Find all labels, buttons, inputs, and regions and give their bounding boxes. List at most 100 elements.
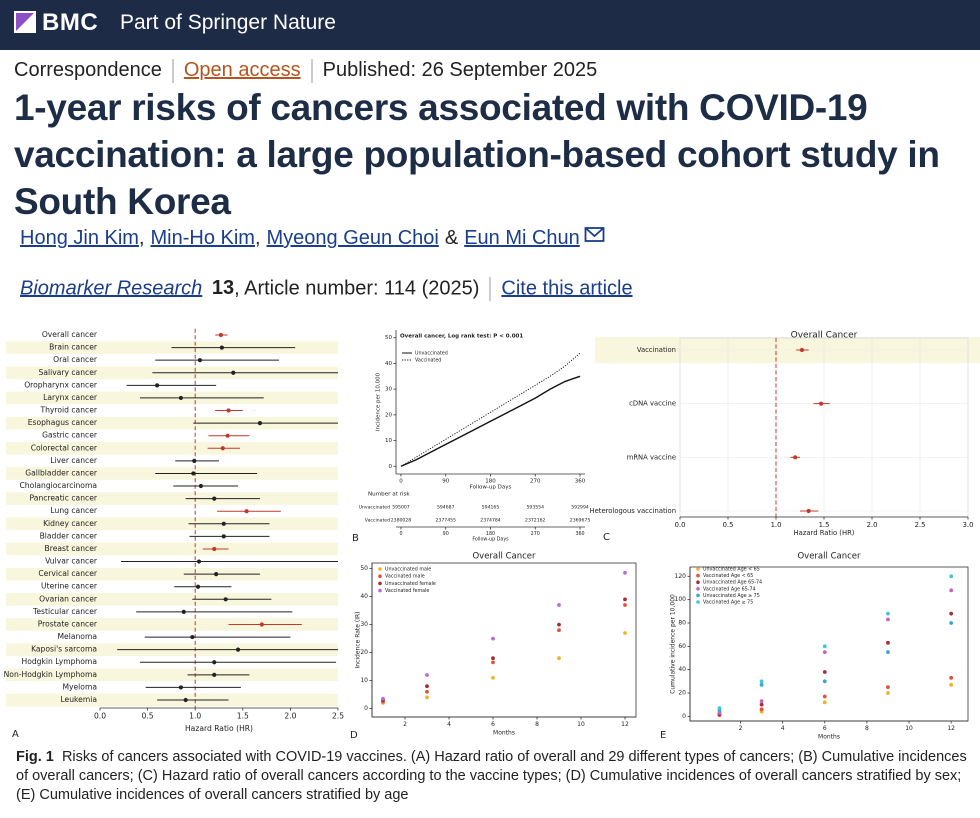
legend-marker: [696, 600, 700, 604]
x-tick-label: 10: [577, 721, 585, 728]
author-link[interactable]: Hong Jin Kim: [20, 227, 139, 249]
legend-label: Unvaccinated Age 65-74: [703, 580, 762, 586]
legend-label: Vaccinated male: [385, 574, 425, 580]
legend-label: Unvaccinated female: [385, 581, 436, 587]
legend-marker: [696, 587, 700, 591]
journal-link[interactable]: Biomarker Research: [20, 277, 203, 300]
x-tick-label: 0.0: [675, 521, 686, 529]
legend-marker: [378, 574, 382, 578]
category-label: Heterologous vaccination: [589, 507, 676, 515]
author-link[interactable]: Eun Mi Chun: [464, 227, 580, 249]
data-point: [822, 670, 827, 674]
hazard-ratio-point: [259, 622, 264, 627]
data-point: [759, 699, 764, 704]
data-point: [557, 622, 561, 627]
row-band: [6, 567, 338, 581]
x-axis-label: Months: [493, 730, 515, 737]
row-band: [6, 416, 338, 430]
hazard-ratio-point: [806, 508, 811, 514]
volume: 13: [211, 277, 235, 300]
y-tick-label: 20: [360, 649, 368, 656]
category-label: Thyroid cancer: [39, 406, 97, 415]
risk-table-cell: 2380028: [391, 518, 412, 524]
risk-table-cell: 593554: [526, 505, 544, 511]
y-tick-label: 30: [385, 387, 392, 393]
hazard-ratio-point: [190, 634, 195, 640]
hazard-ratio-point: [196, 559, 202, 564]
chart-title: Overall Cancer: [797, 552, 861, 562]
category-label: Lung cancer: [50, 506, 97, 515]
hazard-ratio-point: [212, 660, 217, 665]
x-tick-label: 4: [447, 721, 451, 728]
x-tick-label: 0.0: [94, 712, 106, 721]
email-icon[interactable]: [584, 226, 606, 244]
chart-title: Overall cancer, Log rank test: P < 0.001: [400, 334, 523, 340]
caption-text: Risks of cancers associated with COVID-1…: [16, 749, 967, 803]
category-label: Vulvar cancer: [45, 557, 98, 566]
category-label: Cholangiocarcinoma: [20, 481, 98, 490]
data-point: [886, 650, 890, 655]
author-link[interactable]: Min-Ho Kim: [150, 227, 255, 249]
category-label: Pancreatic cancer: [30, 494, 98, 503]
author-link[interactable]: Myeong Geun Choi: [266, 227, 439, 249]
hazard-ratio-point: [212, 496, 217, 501]
row-band: [6, 542, 338, 556]
logo: [14, 11, 36, 33]
hazard-ratio-point: [257, 421, 263, 426]
data-point: [425, 673, 429, 677]
data-point: [491, 636, 495, 641]
category-label: Vaccination: [637, 346, 676, 354]
open-access-link[interactable]: Open access: [183, 59, 301, 81]
category-label: Leukemia: [60, 695, 97, 704]
row-band: [6, 668, 338, 682]
article-number: , Article number: 114 (2025): [234, 277, 480, 300]
data-point: [491, 660, 495, 665]
data-point: [822, 679, 827, 684]
hazard-ratio-point: [220, 446, 225, 451]
x-tick-label: 12: [621, 721, 629, 728]
data-point: [949, 588, 954, 593]
panel-label: E: [660, 730, 666, 741]
row-band: [6, 593, 338, 606]
hazard-ratio-point: [221, 521, 226, 526]
y-tick-label: 40: [678, 666, 686, 673]
x-tick-label: 180: [486, 531, 495, 537]
panel-label: A: [12, 729, 19, 740]
x-tick-label: 0.5: [142, 712, 154, 721]
data-point: [557, 656, 561, 661]
legend-label: Vaccinated Age 65-74: [703, 586, 756, 592]
y-tick-label: 40: [385, 361, 392, 367]
x-tick-label: 1.5: [819, 521, 830, 529]
hazard-ratio-point: [212, 546, 217, 552]
row-band: [6, 517, 338, 531]
risk-table-cell: 2374784: [480, 518, 501, 524]
hazard-ratio-point: [191, 471, 196, 476]
x-tick-label: 4: [781, 725, 785, 732]
category-label: Hodgkin Lymphoma: [22, 657, 98, 666]
hazard-ratio-point: [214, 572, 219, 577]
data-point: [822, 694, 827, 699]
cite-link[interactable]: Cite this article: [501, 277, 633, 300]
legend-label: Unvaccinated: [415, 351, 448, 357]
category-label: Overall cancer: [42, 330, 98, 339]
data-point: [623, 597, 627, 602]
data-point: [491, 675, 495, 680]
risk-table-cell: 2372162: [525, 518, 546, 524]
category-label: Melanoma: [58, 632, 98, 641]
x-tick-label: 6: [823, 725, 827, 732]
x-tick-label: 0: [399, 479, 403, 485]
hazard-ratio-point: [221, 534, 226, 539]
data-point: [822, 650, 827, 655]
data-point: [949, 611, 954, 616]
legend-marker: [696, 580, 700, 584]
panel-label: B: [352, 533, 359, 544]
y-tick-label: 30: [360, 621, 368, 628]
y-tick-label: 50: [385, 335, 392, 341]
hazard-ratio-point: [155, 383, 160, 388]
figure: Overall cancer Brain cancer Oral cancer Sal…: [4, 328, 980, 741]
chart-title: Overall Cancer: [472, 552, 536, 562]
category-label: Gallbladder cancer: [25, 468, 98, 477]
y-tick-label: 0: [682, 713, 686, 720]
category-label: Breast cancer: [45, 544, 98, 553]
